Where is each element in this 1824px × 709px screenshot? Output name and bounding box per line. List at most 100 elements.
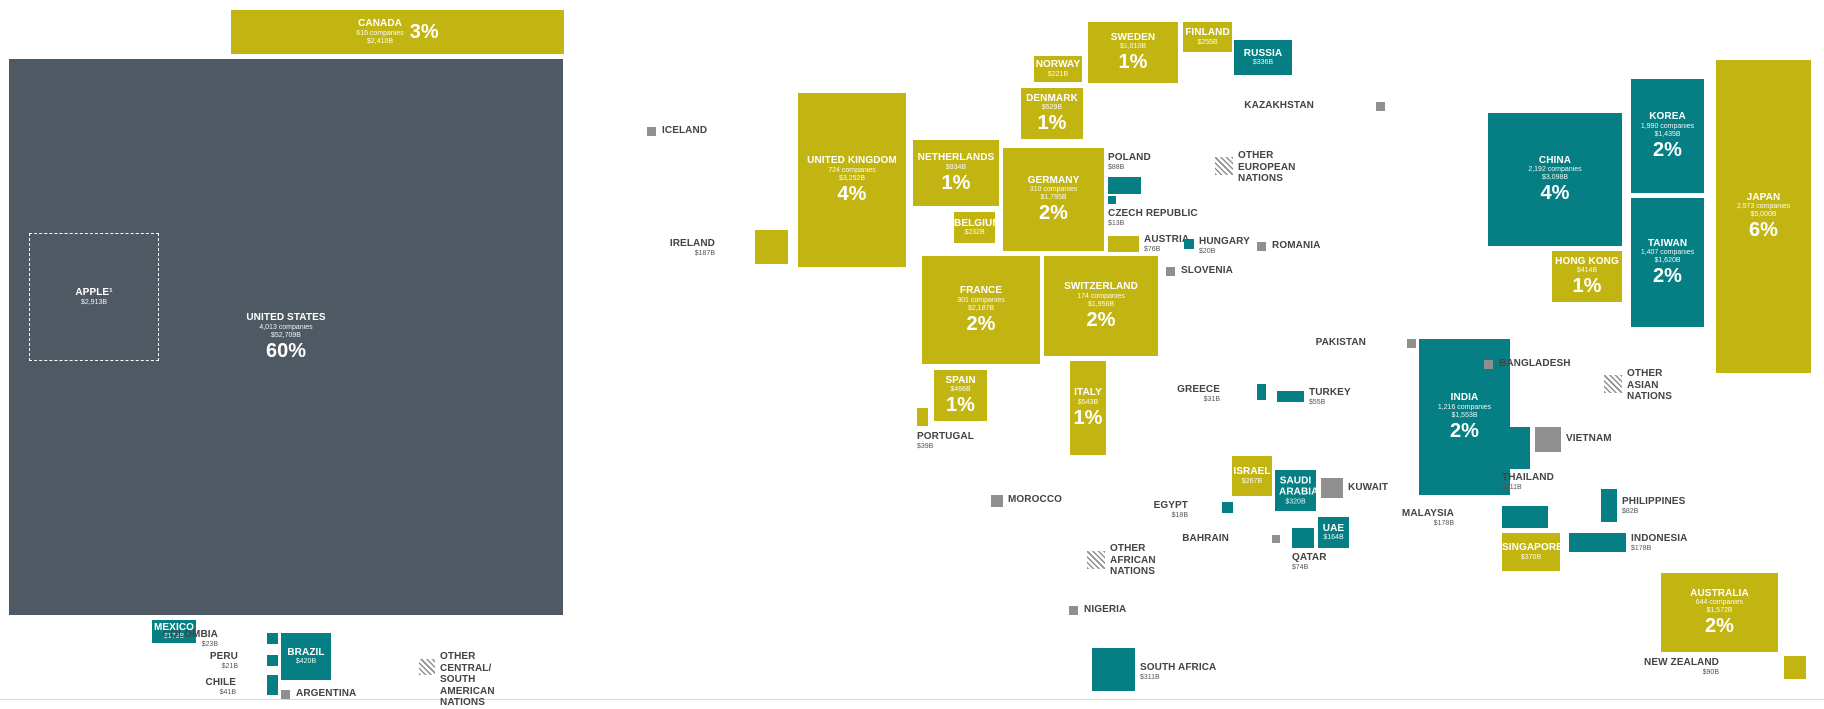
region-name: SLOVENIA — [1181, 265, 1233, 276]
region-box-czech[interactable] — [1108, 196, 1116, 204]
region-label-netherlands: NETHERLANDS $934B 1% — [913, 152, 999, 194]
region-box-egypt[interactable] — [1222, 502, 1233, 513]
region-label-indonesia: INDONESIA $178B — [1631, 533, 1687, 553]
region-name: NETHERLANDS — [917, 152, 995, 164]
region-box-bangladesh[interactable] — [1484, 360, 1493, 369]
region-box-singapore[interactable]: SINGAPORE $370B — [1502, 533, 1563, 571]
region-box-malaysia[interactable] — [1502, 506, 1548, 528]
region-box-norway[interactable]: NORWAY $221B — [1034, 56, 1082, 82]
region-box-austria[interactable] — [1108, 236, 1139, 252]
region-box-netherlands[interactable]: NETHERLANDS $934B 1% — [913, 140, 999, 206]
region-label-hungary: HUNGARY $20B — [1199, 236, 1250, 256]
region-box-japan[interactable]: JAPAN 2,573 companies $5,000B 6% — [1716, 60, 1811, 373]
region-box-poland[interactable] — [1108, 177, 1141, 194]
region-box-morocco[interactable] — [991, 495, 1003, 507]
region-name: SWITZERLAND — [1064, 281, 1138, 293]
region-value: $466B — [950, 386, 971, 394]
region-percent: 4% — [1540, 182, 1570, 205]
region-name: SINGAPORE — [1502, 542, 1563, 554]
region-label-poland: POLAND $88B — [1108, 152, 1151, 172]
region-label-portugal: PORTUGAL $39B — [917, 431, 974, 451]
region-percent: 1% — [941, 171, 971, 194]
region-box-other_af[interactable] — [1087, 551, 1105, 569]
region-name: HUNGARY — [1199, 236, 1250, 247]
region-box-hongkong[interactable]: HONG KONG $414B 1% — [1552, 251, 1622, 302]
region-box-other_asia[interactable] — [1604, 375, 1622, 393]
region-box-brazil[interactable]: BRAZIL $420B — [281, 633, 331, 680]
region-value: $23B — [201, 640, 218, 648]
region-box-hungary[interactable] — [1184, 239, 1194, 249]
region-box-germany[interactable]: GERMANY 310 companies $1,795B 2% — [1003, 148, 1104, 251]
region-box-iceland[interactable] — [647, 127, 656, 136]
region-box-peru[interactable] — [267, 655, 278, 666]
region-value: $2,410B — [366, 37, 394, 45]
region-name: GERMANY — [1027, 174, 1080, 186]
region-box-indonesia[interactable] — [1569, 533, 1626, 552]
region-box-other_csa[interactable] — [419, 659, 435, 675]
region-box-china[interactable]: CHINA 2,192 companies $3,098B 4% — [1488, 113, 1622, 246]
region-label-france: FRANCE 301 companies $2,187B 2% — [922, 285, 1040, 335]
region-box-pakistan[interactable] — [1407, 339, 1416, 348]
region-box-portugal[interactable] — [917, 408, 928, 426]
region-box-india[interactable]: INDIA 1,216 companies $1,553B 2% — [1419, 339, 1510, 495]
region-box-nigeria[interactable] — [1069, 606, 1078, 615]
region-label-kuwait: KUWAIT — [1348, 482, 1388, 494]
region-label-switzerland: SWITZERLAND 174 companies $1,956B 2% — [1044, 281, 1158, 331]
region-box-greece[interactable] — [1257, 384, 1266, 400]
region-value: $41B — [219, 688, 236, 696]
region-box-finland[interactable]: FINLAND $255B — [1183, 22, 1232, 52]
region-box-denmark[interactable]: DENMARK $529B 1% — [1021, 88, 1083, 139]
region-box-spain[interactable]: SPAIN $466B 1% — [934, 370, 987, 421]
region-label-ireland: IRELAND $187B — [670, 238, 715, 258]
region-label-apple: APPLE¹ $2,913B — [30, 287, 158, 307]
region-box-south_africa[interactable] — [1092, 648, 1135, 691]
region-box-chile[interactable] — [267, 675, 278, 695]
region-box-bahrain[interactable] — [1272, 535, 1280, 543]
region-companies: 310 companies — [1029, 186, 1078, 194]
apple-inset-box[interactable]: APPLE¹ $2,913B — [29, 233, 159, 361]
region-box-israel[interactable]: ISRAEL $267B — [1232, 456, 1272, 496]
canada-label-row: CANADA 616 companies $2,410B 3% — [231, 18, 564, 46]
region-label-thailand: THAILAND $211B — [1502, 472, 1554, 492]
region-box-mexico[interactable]: MEXICO $178B — [152, 620, 196, 643]
region-box-switzerland[interactable]: SWITZERLAND 174 companies $1,956B 2% — [1044, 256, 1158, 356]
region-box-philippines[interactable] — [1601, 489, 1617, 522]
region-box-kazakhstan[interactable] — [1376, 102, 1385, 111]
region-box-italy[interactable]: ITALY $543B 1% — [1070, 361, 1106, 455]
region-box-romania[interactable] — [1257, 242, 1266, 251]
region-box-russia[interactable]: RUSSIA $336B — [1234, 40, 1292, 75]
region-label-india: INDIA 1,216 companies $1,553B 2% — [1419, 392, 1510, 442]
region-box-kuwait[interactable] — [1321, 478, 1343, 498]
region-percent: 1% — [1572, 275, 1602, 298]
region-box-slovenia[interactable] — [1166, 267, 1175, 276]
region-box-vietnam[interactable] — [1535, 427, 1561, 452]
region-box-turkey[interactable] — [1277, 391, 1304, 402]
region-box-sweden[interactable]: SWEDEN $1,010B 1% — [1088, 22, 1178, 83]
region-box-uk[interactable]: UNITED KINGDOM 724 companies $3,252B 4% — [798, 93, 906, 267]
region-box-uae[interactable]: UAE $164B — [1318, 517, 1349, 548]
region-label-china: CHINA 2,192 companies $3,098B 4% — [1488, 155, 1622, 205]
region-value: $934B — [945, 163, 967, 171]
region-box-australia[interactable]: AUSTRALIA 644 companies $1,572B 2% — [1661, 573, 1778, 652]
region-box-france[interactable]: FRANCE 301 companies $2,187B 2% — [922, 256, 1040, 364]
region-box-newzealand[interactable] — [1784, 656, 1806, 679]
region-box-qatar[interactable] — [1292, 528, 1314, 548]
region-box-us[interactable]: UNITED STATES 4,013 companies $52,709B 60% — [9, 59, 563, 615]
region-box-taiwan[interactable]: TAIWAN 1,407 companies $1,620B 2% — [1631, 198, 1704, 327]
region-box-colombia[interactable] — [267, 633, 278, 644]
region-box-argentina[interactable] — [281, 690, 290, 699]
region-name: MOROCCO — [1008, 494, 1063, 505]
region-box-thailand[interactable] — [1502, 427, 1530, 469]
region-box-korea[interactable]: KOREA 1,990 companies $1,435B 2% — [1631, 79, 1704, 193]
region-box-canada[interactable]: CANADA 616 companies $2,410B 3% — [231, 10, 564, 54]
region-box-saudi[interactable]: SAUDI ARABIA $320B — [1275, 470, 1318, 511]
region-name: RUSSIA — [1243, 47, 1283, 59]
region-box-other_eu[interactable] — [1215, 157, 1233, 175]
region-box-belgium[interactable]: BELGIUM $232B — [954, 212, 1001, 243]
region-percent: 2% — [1450, 419, 1479, 442]
region-label-turkey: TURKEY $55B — [1309, 387, 1351, 407]
region-value: $1,010B — [1119, 43, 1147, 51]
region-box-ireland[interactable] — [755, 230, 788, 264]
region-companies: 2,573 companies — [1736, 203, 1791, 211]
region-name: NEW ZEALAND — [1644, 657, 1719, 668]
